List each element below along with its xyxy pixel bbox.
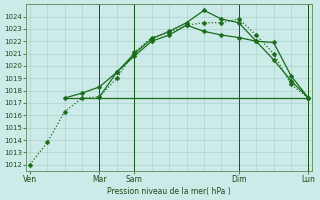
- X-axis label: Pression niveau de la mer( hPa ): Pression niveau de la mer( hPa ): [107, 187, 231, 196]
